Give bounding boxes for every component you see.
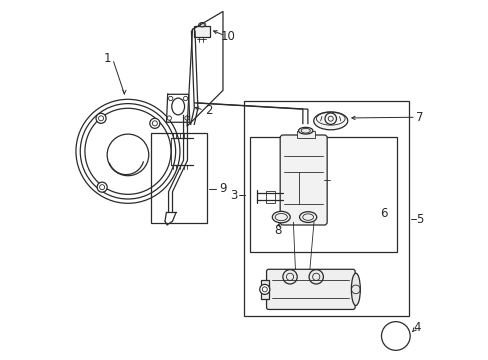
Text: 8: 8 bbox=[273, 224, 281, 237]
Bar bbox=[249, 137, 396, 252]
Bar bbox=[265, 191, 274, 203]
Circle shape bbox=[168, 96, 172, 101]
Ellipse shape bbox=[299, 212, 316, 222]
Text: 10: 10 bbox=[221, 30, 235, 43]
Ellipse shape bbox=[272, 211, 290, 223]
Bar bbox=[260, 280, 268, 299]
FancyBboxPatch shape bbox=[280, 135, 326, 225]
Text: 4: 4 bbox=[412, 320, 420, 333]
Ellipse shape bbox=[313, 112, 347, 130]
Text: 7: 7 bbox=[415, 111, 423, 124]
Bar bbox=[194, 26, 210, 37]
Ellipse shape bbox=[298, 127, 312, 134]
Circle shape bbox=[259, 284, 269, 294]
Circle shape bbox=[96, 113, 106, 123]
Circle shape bbox=[184, 116, 189, 120]
Bar bbox=[296, 131, 314, 138]
Text: 5: 5 bbox=[415, 213, 422, 226]
FancyBboxPatch shape bbox=[266, 269, 354, 310]
Ellipse shape bbox=[351, 273, 360, 306]
Circle shape bbox=[149, 118, 160, 129]
Text: 1: 1 bbox=[103, 51, 111, 64]
Bar bbox=[244, 101, 408, 316]
Text: 9: 9 bbox=[219, 183, 226, 195]
Circle shape bbox=[282, 270, 297, 284]
Text: 2: 2 bbox=[204, 104, 212, 117]
Ellipse shape bbox=[198, 23, 205, 27]
Text: 6: 6 bbox=[380, 207, 387, 220]
Circle shape bbox=[308, 270, 323, 284]
Circle shape bbox=[167, 116, 171, 120]
Text: 3: 3 bbox=[229, 189, 237, 202]
Bar bbox=[151, 134, 206, 223]
Circle shape bbox=[183, 96, 187, 101]
Circle shape bbox=[97, 182, 107, 192]
